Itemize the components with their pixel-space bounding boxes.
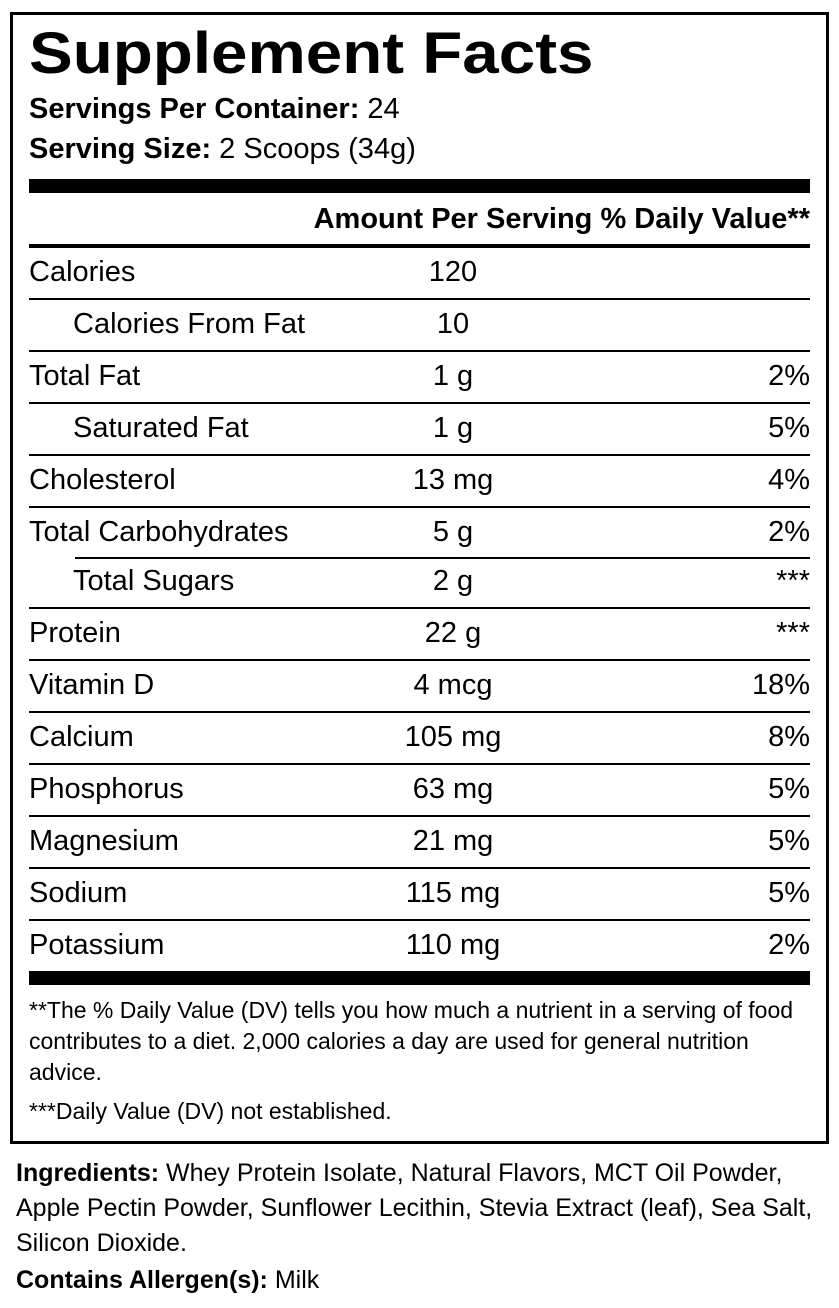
nutrient-dv: 18% <box>751 669 810 702</box>
nutrient-name: Cholesterol <box>29 463 176 496</box>
ingredients-line: Ingredients: Whey Protein Isolate, Natur… <box>16 1156 823 1261</box>
section-divider-bar-top <box>29 179 810 194</box>
servings-per-container-value: 24 <box>359 92 400 125</box>
nutrient-dv: 5% <box>768 824 810 857</box>
nutrient-dv: 2% <box>768 359 810 392</box>
table-row: Calories From Fat 10 <box>29 297 810 350</box>
table-header: Amount Per Serving % Daily Value** <box>29 193 810 249</box>
table-row: Protein 22 g *** <box>29 607 810 659</box>
nutrient-name: Sodium <box>29 876 128 909</box>
nutrient-dv: *** <box>776 617 810 650</box>
nutrient-name: Phosphorus <box>29 772 184 805</box>
nutrient-amount: 2 g <box>432 565 474 598</box>
nutrient-dv: 5% <box>768 772 810 805</box>
servings-per-container-line: Servings Per Container: 24 <box>29 91 810 129</box>
ingredients-value: Whey Protein Isolate, Natural Flavors, M… <box>16 1158 813 1257</box>
footnotes: **The % Daily Value (DV) tells you how m… <box>29 985 810 1127</box>
nutrient-amount: 105 mg <box>404 721 502 754</box>
nutrient-dv: 4% <box>768 463 810 496</box>
nutrient-dv: *** <box>776 565 810 598</box>
daily-value-footnote: **The % Daily Value (DV) tells you how m… <box>29 996 794 1085</box>
nutrient-amount: 115 mg <box>405 876 501 909</box>
nutrient-amount: 22 g <box>424 617 482 650</box>
nutrient-name: Potassium <box>29 928 165 961</box>
nutrient-name: Protein <box>29 617 121 650</box>
nutrient-amount: 10 <box>436 307 470 340</box>
nutrient-dv: 5% <box>768 411 810 444</box>
nutrient-amount: 1 g <box>432 359 474 392</box>
nutrient-dv: 5% <box>768 876 810 909</box>
not-established-footnote: ***Daily Value (DV) not established. <box>29 1097 392 1124</box>
nutrient-name: Saturated Fat <box>73 411 249 444</box>
allergen-value: Milk <box>267 1265 320 1294</box>
table-row: Total Carbohydrates 5 g 2% <box>29 505 810 558</box>
nutrient-amount: 13 mg <box>412 463 494 496</box>
table-row: Cholesterol 13 mg 4% <box>29 453 810 506</box>
serving-size-value: 2 Scoops (34g) <box>211 133 416 166</box>
nutrient-name: Vitamin D <box>29 669 155 702</box>
table-row: Potassium 110 mg 2% <box>29 918 810 971</box>
table-row: Total Fat 1 g 2% <box>29 349 810 402</box>
table-row: Saturated Fat 1 g 5% <box>29 401 810 454</box>
nutrient-dv: 8% <box>768 721 810 754</box>
nutrient-amount: 4 mcg <box>413 669 493 702</box>
nutrient-name: Calories From Fat <box>73 307 306 340</box>
nutrient-name: Magnesium <box>29 824 179 857</box>
table-row: Vitamin D 4 mcg 18% <box>29 659 810 711</box>
supplement-facts-box: Supplement Facts Servings Per Container:… <box>10 12 829 1144</box>
table-row: Calcium 105 mg 8% <box>29 711 810 763</box>
nutrient-dv: 2% <box>768 515 810 548</box>
nutrient-amount: 21 mg <box>412 824 494 857</box>
nutrient-amount: 63 mg <box>412 772 494 805</box>
section-divider-bar-bottom <box>29 970 810 985</box>
table-row: Total Sugars 2 g *** <box>29 557 810 608</box>
nutrient-amount: 120 <box>428 256 478 289</box>
dv-column-header: % Daily Value** <box>600 203 810 236</box>
nutrient-amount: 110 mg <box>405 928 501 961</box>
allergen-line: Contains Allergen(s): Milk <box>16 1263 823 1298</box>
nutrient-amount: 1 g <box>432 411 474 444</box>
table-row: Calories 120 <box>29 248 810 298</box>
serving-size-label: Serving Size: <box>29 133 212 166</box>
nutrient-name: Calories <box>29 256 136 289</box>
nutrient-amount: 5 g <box>432 515 474 548</box>
table-row: Phosphorus 63 mg 5% <box>29 762 810 815</box>
ingredients-section: Ingredients: Whey Protein Isolate, Natur… <box>10 1144 829 1298</box>
allergen-label: Contains Allergen(s): <box>16 1265 268 1294</box>
serving-size-line: Serving Size: 2 Scoops (34g) <box>29 131 810 169</box>
nutrient-name: Calcium <box>29 721 134 754</box>
servings-per-container-label: Servings Per Container: <box>29 92 360 125</box>
amount-column-header: Amount Per Serving <box>313 203 593 236</box>
ingredients-label: Ingredients: <box>16 1158 160 1187</box>
nutrient-name: Total Sugars <box>73 565 235 598</box>
table-row: Sodium 115 mg 5% <box>29 866 810 919</box>
page-title: Supplement Facts <box>29 21 594 86</box>
nutrient-name: Total Carbohydrates <box>29 515 289 548</box>
table-row: Magnesium 21 mg 5% <box>29 814 810 867</box>
nutrient-name: Total Fat <box>29 359 141 392</box>
nutrient-dv: 2% <box>768 928 810 961</box>
